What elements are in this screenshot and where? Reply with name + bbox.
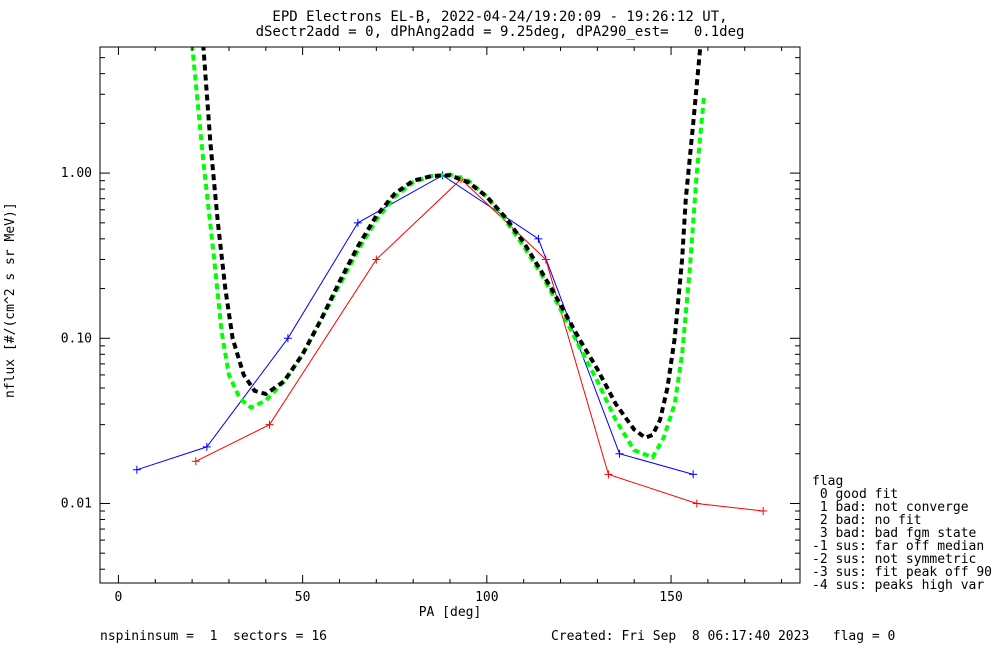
data-point-marker: [692, 499, 701, 508]
x-tick-label: 0: [115, 590, 123, 605]
legend-item: -3 sus: fit peak off 90: [812, 565, 993, 580]
chart-subtitle: dSectr2add = 0, dPhAng2add = 9.25deg, dP…: [255, 24, 745, 40]
series-line-1: [195, 178, 764, 512]
y-tick-label: 0.01: [61, 496, 92, 511]
data-point-marker: [541, 255, 550, 264]
x-axis-label: PA [deg]: [418, 605, 482, 620]
footer-right: Created: Fri Sep 8 06:17:40 2023 flag = …: [551, 629, 896, 644]
data-point-marker: [283, 334, 292, 343]
data-point-marker: [372, 255, 381, 264]
data-point-marker: [202, 442, 211, 451]
legend-item: -4 sus: peaks high var: [812, 578, 985, 593]
y-axis-label: nflux [#/(cm^2 s sr MeV)]: [3, 202, 18, 398]
legend-item: 0 good fit: [812, 487, 899, 502]
data-point-marker: [132, 465, 141, 474]
data-point-marker: [353, 218, 362, 227]
data-point-marker: [534, 234, 543, 243]
axis-ticks: 0 50 100 150 0.01 0.10 1.00: [61, 47, 800, 605]
legend-item: 2 bad: no fit: [812, 513, 922, 528]
data-point-marker: [615, 449, 624, 458]
x-tick-label: 50: [295, 590, 311, 605]
x-tick-label: 100: [475, 590, 498, 605]
legend-title: flag: [812, 474, 844, 489]
series-line-0: [136, 174, 694, 475]
data-point-marker: [759, 507, 768, 516]
x-tick-label: 150: [659, 590, 682, 605]
data-point-marker: [604, 470, 613, 479]
y-tick-label: 0.10: [61, 331, 92, 346]
data-point-marker: [689, 470, 698, 479]
chart-title: EPD Electrons EL-B, 2022-04-24/19:20:09 …: [272, 9, 728, 25]
data-point-marker: [265, 420, 274, 429]
legend-item: 3 bad: bad fgm state: [812, 526, 977, 541]
plot-data-layer: [132, 47, 768, 516]
y-tick-label: 1.00: [61, 166, 92, 181]
series-line-2: [190, 47, 707, 460]
legend-item: -2 sus: not symmetric: [812, 552, 977, 567]
data-point-marker: [191, 457, 200, 466]
legend-item: 1 bad: not converge: [812, 500, 969, 515]
footer-left: nspininsum = 1 sectors = 16: [100, 629, 327, 644]
series-line-3: [201, 47, 703, 440]
legend-item: -1 sus: far off median: [812, 539, 985, 554]
